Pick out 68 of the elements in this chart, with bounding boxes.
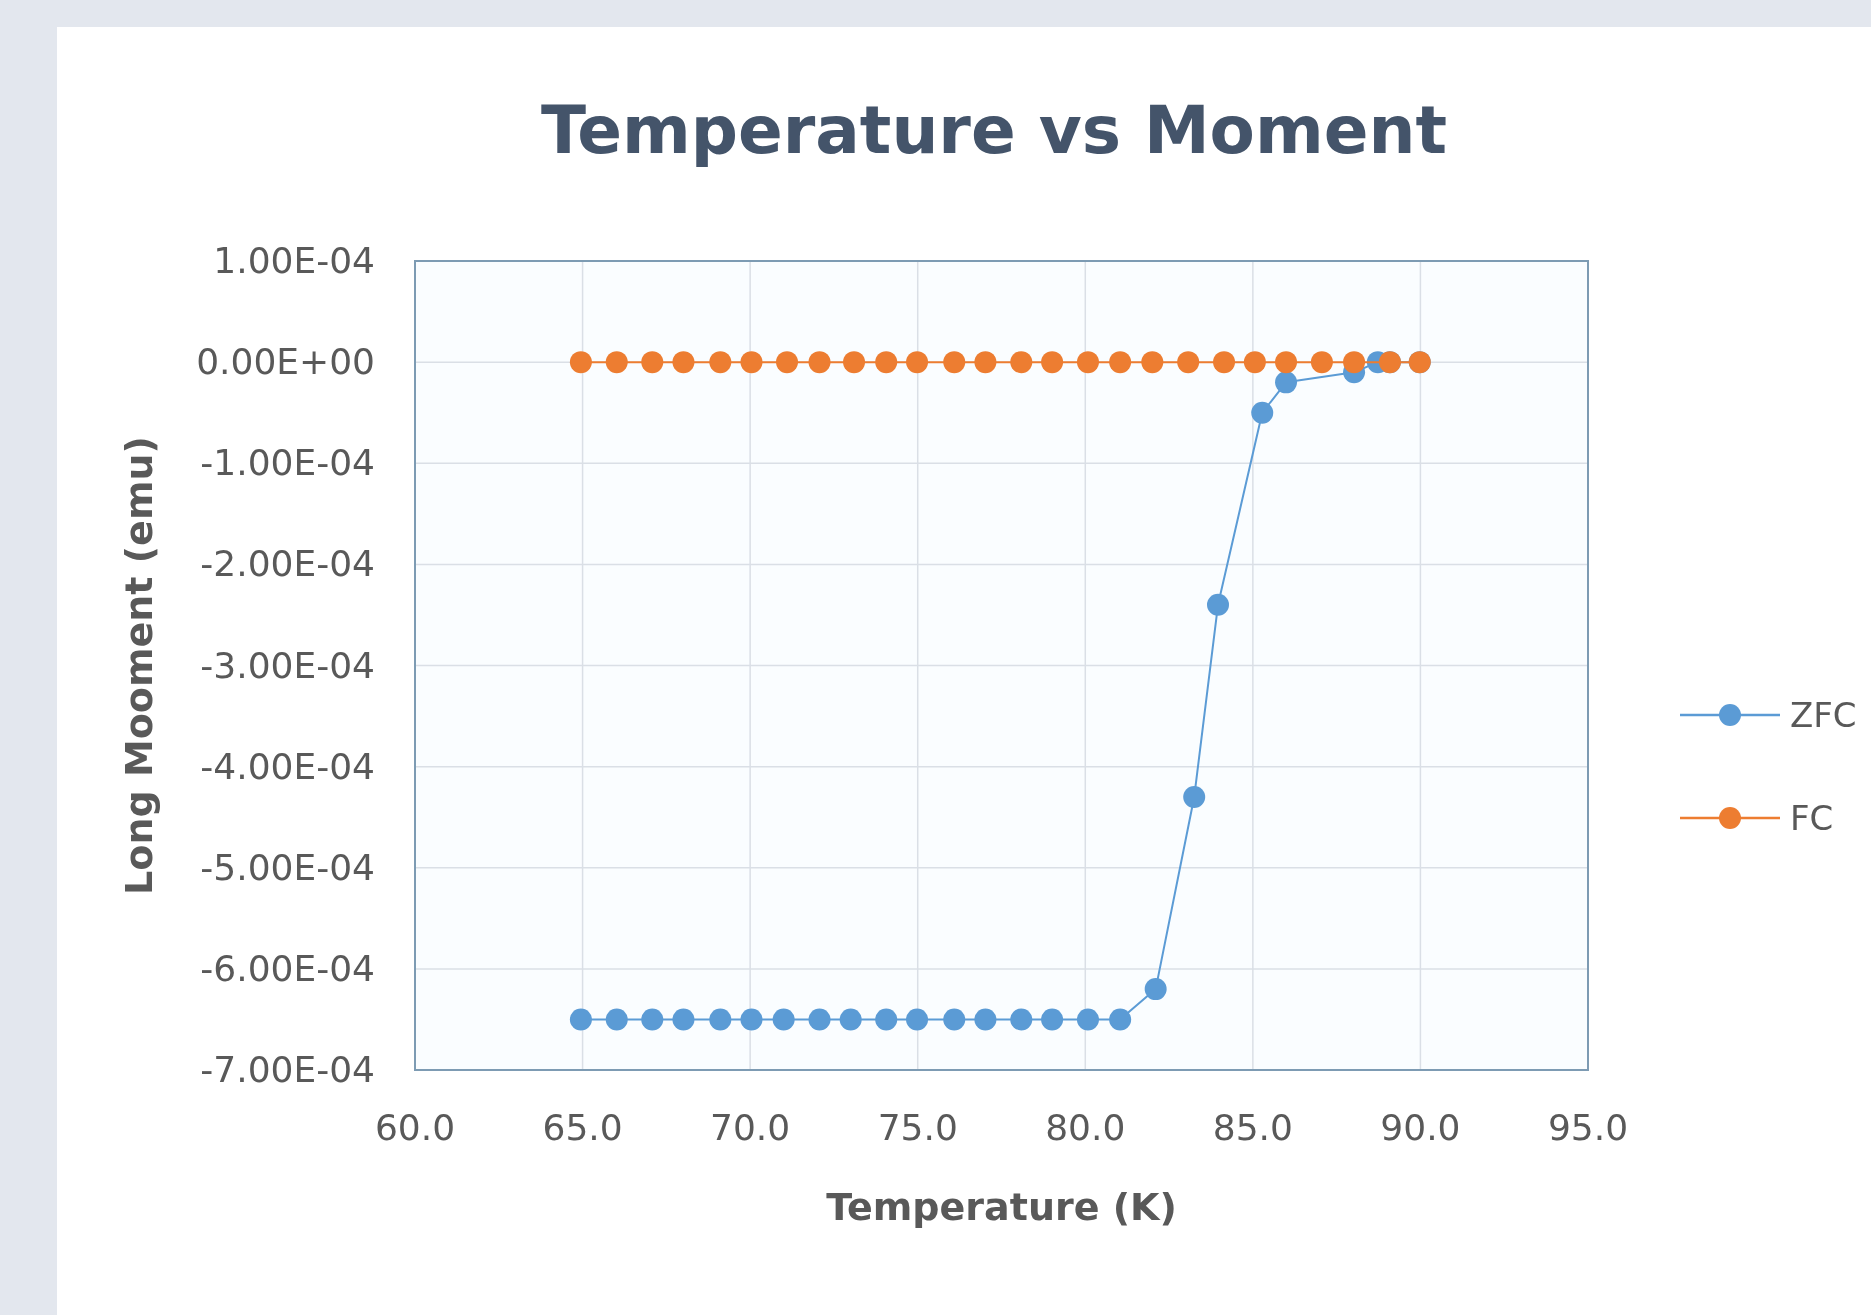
x-tick-label: 65.0 (542, 1107, 623, 1148)
point (1041, 1008, 1064, 1031)
point (1076, 1008, 1099, 1031)
point (1144, 978, 1167, 1001)
point (1310, 351, 1333, 374)
x-tick-label: 80.0 (1045, 1107, 1126, 1148)
point (1243, 351, 1266, 374)
legend-label: ZFC (1790, 695, 1857, 735)
legend-label: FC (1790, 798, 1834, 838)
point (1183, 785, 1206, 808)
point (772, 1008, 795, 1031)
point (1010, 1008, 1033, 1031)
point (875, 1008, 898, 1031)
x-tick-label: 60.0 (374, 1107, 456, 1148)
x-tick-label: 95.0 (1547, 1107, 1629, 1148)
point (808, 351, 831, 374)
point (672, 1008, 695, 1031)
y-tick-label: -5.00E-04 (200, 846, 375, 888)
point (974, 351, 997, 374)
point (709, 351, 732, 374)
point (709, 1008, 732, 1031)
point (1141, 351, 1164, 374)
point (776, 351, 799, 374)
point (906, 351, 929, 374)
point (943, 351, 966, 374)
point (1343, 351, 1366, 374)
point (943, 1008, 966, 1031)
y-tick-label: -7.00E-04 (200, 1049, 375, 1090)
point (672, 351, 695, 374)
point (1010, 351, 1033, 374)
point (1041, 351, 1064, 374)
point (641, 351, 664, 374)
y-tick-label: 1.00E-04 (213, 240, 375, 281)
point (1109, 1008, 1132, 1031)
point (569, 1008, 592, 1031)
point (1109, 351, 1132, 374)
point (906, 1008, 929, 1031)
y-tick-label: -6.00E-04 (200, 947, 375, 989)
point (843, 351, 866, 374)
y-tick-label: -4.00E-04 (200, 745, 375, 787)
y-tick-label: -2.00E-04 (200, 543, 375, 585)
point (740, 351, 763, 374)
y-axis-title: Long Mooment (emu) (117, 436, 161, 895)
x-tick-label: 85.0 (1212, 1107, 1293, 1148)
point (605, 351, 628, 374)
point (1275, 371, 1298, 394)
point (1213, 351, 1236, 374)
point (974, 1008, 997, 1031)
point (875, 351, 898, 374)
point (569, 351, 592, 374)
point (1275, 351, 1298, 374)
x-tick-label: 75.0 (877, 1107, 958, 1148)
point (808, 1008, 831, 1031)
x-tick-label: 70.0 (710, 1107, 791, 1148)
point (839, 1008, 862, 1031)
point (1177, 351, 1200, 374)
chart-title: Temperature vs Moment (540, 92, 1448, 169)
point (1251, 401, 1274, 424)
y-tick-label: -3.00E-04 (200, 644, 375, 686)
point (605, 1008, 628, 1031)
y-tick-label: -1.00E-04 (200, 442, 375, 484)
point (641, 1008, 664, 1031)
x-axis-title: Temperature (K) (826, 1185, 1177, 1229)
y-tick-label: 0.00E+00 (196, 341, 375, 383)
x-tick-label: 90.0 (1380, 1107, 1461, 1148)
point (740, 1008, 763, 1031)
point (1207, 593, 1229, 616)
point (1076, 351, 1099, 374)
